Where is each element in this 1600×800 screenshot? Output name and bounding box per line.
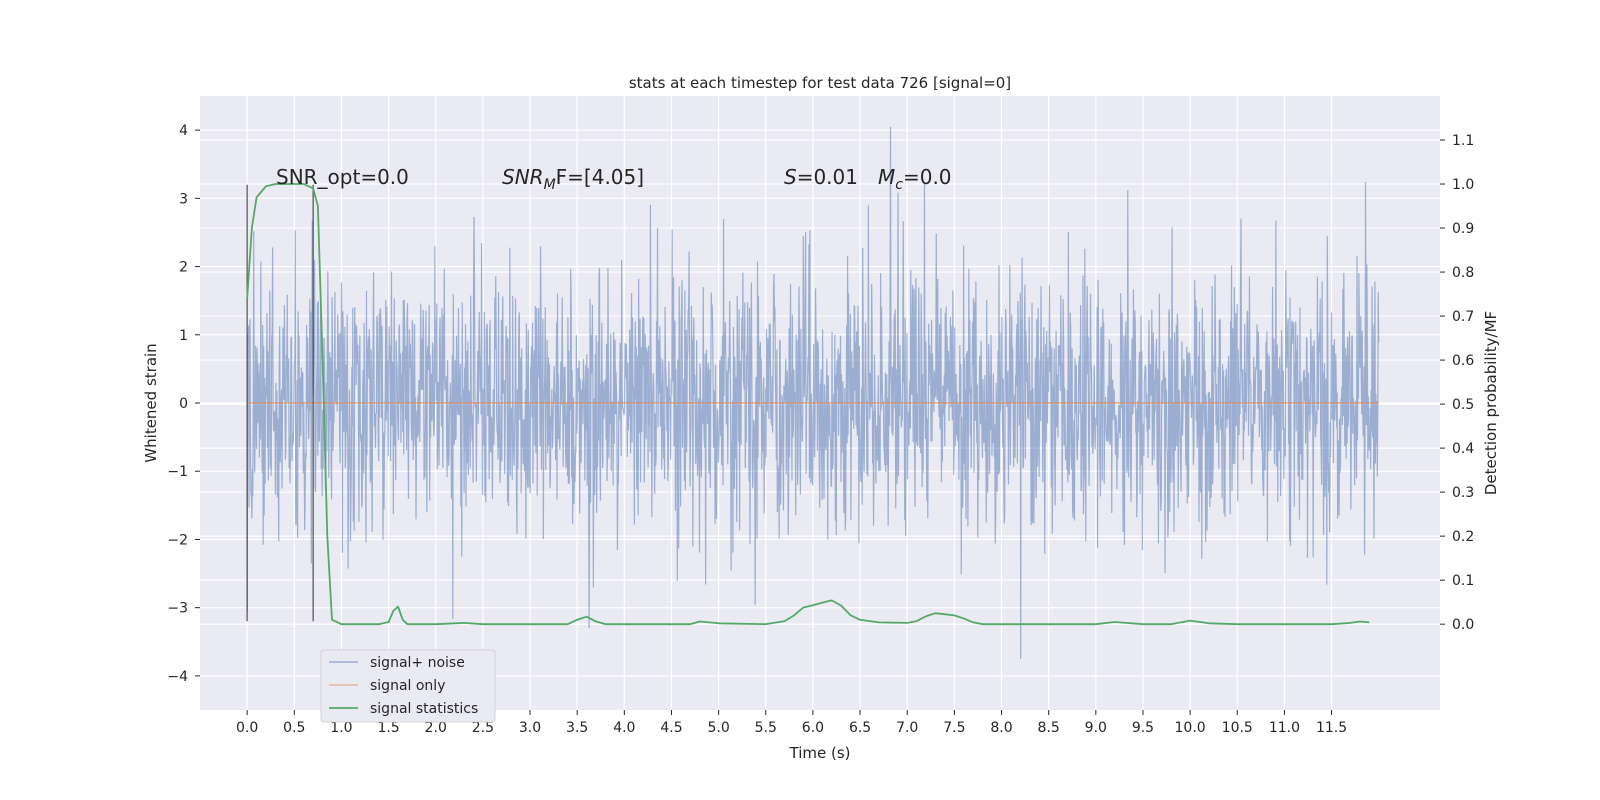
y-right-tick-label: 0.7 bbox=[1452, 309, 1474, 325]
x-tick-label: 1.5 bbox=[377, 720, 399, 736]
annotation-s-value: =0.01 bbox=[797, 165, 858, 189]
y-left-tick-label: −1 bbox=[167, 464, 188, 480]
y-right-tick-label: 1.0 bbox=[1452, 177, 1474, 193]
annotation-mc-value: =0.0 bbox=[903, 165, 952, 189]
x-tick-label: 6.5 bbox=[849, 720, 871, 736]
y-left-tick-label: 3 bbox=[179, 191, 188, 207]
x-tick-label: 10.5 bbox=[1222, 720, 1253, 736]
x-tick-label: 0.0 bbox=[236, 720, 258, 736]
x-axis-ticks: 0.0 0.5 1.0 1.5 2.0 2.5 3.0 3.5 4.0 4.5 5.0 5.5 6.0 6… bbox=[236, 710, 1347, 736]
annotation-s: S=0.01 bbox=[784, 165, 858, 189]
y-axis-right-ticks: 1.1 1.0 0.9 0.8 0.7 0.6 0.5 0.4 0.3 0.2 0.1 0.0 bbox=[1440, 133, 1474, 633]
x-tick-label: 2.5 bbox=[472, 720, 494, 736]
x-tick-label: 5.0 bbox=[707, 720, 729, 736]
y-left-tick-label: −3 bbox=[167, 601, 188, 617]
y-right-tick-label: 1.1 bbox=[1452, 133, 1474, 149]
y-left-tick-label: −4 bbox=[167, 669, 188, 685]
annotation-snr-mf-rest: F=[4.05] bbox=[556, 165, 644, 189]
statistics-line bbox=[246, 183, 1370, 626]
legend: signal+ noise signal only signal statist… bbox=[320, 649, 496, 723]
annotation-mc-sub: c bbox=[895, 177, 903, 193]
x-tick-label: 7.0 bbox=[896, 720, 918, 736]
annotation-snr-mf: SNRMF=[4.05] bbox=[502, 165, 644, 193]
x-tick-label: 9.0 bbox=[1085, 720, 1107, 736]
y-right-tick-label: 0.6 bbox=[1452, 353, 1474, 369]
x-tick-label: 6.0 bbox=[802, 720, 824, 736]
x-tick-label: 3.0 bbox=[519, 720, 541, 736]
series-signal-statistics bbox=[246, 183, 1370, 626]
x-tick-label: 8.0 bbox=[990, 720, 1012, 736]
x-tick-label: 1.0 bbox=[330, 720, 352, 736]
x-tick-label: 2.0 bbox=[425, 720, 447, 736]
y-right-tick-label: 0.5 bbox=[1452, 397, 1474, 413]
legend-box bbox=[320, 649, 496, 723]
x-tick-label: 4.0 bbox=[613, 720, 635, 736]
y-left-tick-label: 2 bbox=[179, 260, 188, 276]
chart-title: stats at each timestep for test data 726… bbox=[629, 74, 1011, 92]
y-right-tick-label: 0.4 bbox=[1452, 441, 1474, 457]
annotation-snr-mf-sub: M bbox=[544, 177, 556, 193]
annotation-snr-mf-main: SNR bbox=[502, 165, 544, 189]
y-right-tick-label: 0.0 bbox=[1452, 617, 1474, 633]
y-axis-left-label: Whitened strain bbox=[142, 343, 160, 462]
x-tick-label: 4.5 bbox=[660, 720, 682, 736]
annotation-snr-opt: SNR_opt=0.0 bbox=[276, 165, 409, 189]
x-tick-label: 7.5 bbox=[943, 720, 965, 736]
y-left-tick-label: 1 bbox=[179, 328, 188, 344]
x-tick-label: 11.5 bbox=[1316, 720, 1347, 736]
annotation-mc: Mc=0.0 bbox=[878, 165, 952, 193]
x-axis-label: Time (s) bbox=[789, 744, 851, 762]
y-left-tick-label: −2 bbox=[167, 532, 188, 548]
annotation-s-main: S bbox=[784, 165, 797, 189]
legend-label-signal-statistics: signal statistics bbox=[370, 701, 478, 717]
y-right-tick-label: 0.1 bbox=[1452, 573, 1474, 589]
x-tick-label: 11.0 bbox=[1269, 720, 1300, 736]
y-left-tick-label: 0 bbox=[179, 396, 188, 412]
y-right-tick-label: 0.8 bbox=[1452, 265, 1474, 281]
annotation-mc-main: M bbox=[878, 165, 895, 189]
x-tick-label: 0.5 bbox=[283, 720, 305, 736]
legend-label-signal-only: signal only bbox=[370, 678, 445, 694]
y-right-tick-label: 0.3 bbox=[1452, 485, 1474, 501]
legend-label-signal-noise: signal+ noise bbox=[370, 655, 465, 671]
y-left-tick-label: 4 bbox=[179, 123, 188, 139]
x-tick-label: 3.5 bbox=[566, 720, 588, 736]
y-right-tick-label: 0.2 bbox=[1452, 529, 1474, 545]
x-tick-label: 10.0 bbox=[1175, 720, 1206, 736]
y-right-tick-label: 0.9 bbox=[1452, 221, 1474, 237]
x-tick-label: 8.5 bbox=[1038, 720, 1060, 736]
marker-lines bbox=[246, 184, 314, 622]
x-tick-label: 5.5 bbox=[755, 720, 777, 736]
y-axis-left-ticks: 4 3 2 1 0 −1 −2 −3 −4 bbox=[167, 123, 200, 685]
y-axis-right-label: Detection probability/MF bbox=[1482, 311, 1500, 495]
series-signal-noise bbox=[246, 126, 1380, 659]
x-tick-label: 9.5 bbox=[1132, 720, 1154, 736]
noise-trace bbox=[246, 126, 1380, 659]
